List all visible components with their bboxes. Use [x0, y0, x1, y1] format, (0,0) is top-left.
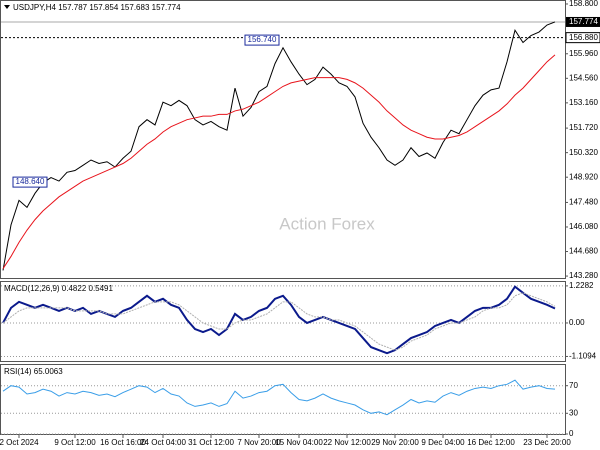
y-tick-label: 146.080: [569, 222, 598, 231]
title-icon: [4, 5, 10, 9]
y-tick-label: 155.960: [569, 49, 598, 58]
panel-title: RSI(14) 65.0063: [4, 367, 63, 376]
macd-panel: [0, 281, 566, 362]
y-tick-label: 151.720: [569, 123, 598, 132]
y-tick-label: 147.480: [569, 198, 598, 207]
series-line: [2, 21, 556, 271]
y-tick-label: 70: [569, 381, 578, 390]
annotation-label: 148.640: [16, 177, 45, 186]
x-tick-label: 22 Nov 12:00: [323, 438, 371, 447]
y-tick-label: 0.00: [569, 318, 585, 327]
x-tick-label: 16 Oct 16:00: [100, 438, 146, 447]
current-price-label: 157.774: [569, 17, 598, 26]
x-tick-label: 29 Nov 20:00: [371, 438, 419, 447]
level-label: 156.880: [569, 33, 598, 42]
series-line: [2, 54, 556, 269]
y-tick-label: 144.680: [569, 247, 598, 256]
rsi-panel: [0, 364, 566, 435]
x-tick-label: 2 Oct 2024: [0, 438, 39, 447]
y-tick-label: -1.1094: [569, 352, 597, 361]
x-tick-label: 24 Oct 04:00: [140, 438, 186, 447]
watermark: Action Forex: [279, 214, 375, 233]
y-tick-label: 154.560: [569, 73, 598, 82]
y-tick-label: 148.920: [569, 172, 598, 181]
series-line: [2, 292, 556, 351]
x-tick-label: 23 Dec 20:00: [523, 438, 571, 447]
current-price-box: [566, 16, 600, 27]
y-tick-label: 150.320: [569, 148, 598, 157]
annotation-box: [244, 34, 280, 46]
y-tick-label: 0: [569, 429, 574, 438]
panel-title: MACD(12,26,9) 0.4822 0.5491: [4, 284, 114, 293]
price-panel: [0, 0, 566, 279]
x-tick-label: 16 Dec 12:00: [467, 438, 515, 447]
x-tick-label: 9 Dec 04:00: [421, 438, 465, 447]
y-tick-label: 153.160: [569, 98, 598, 107]
y-tick-label: 1.2282: [569, 281, 594, 290]
series-line: [2, 379, 556, 416]
level-box: [565, 32, 600, 44]
x-tick-label: 15 Nov 04:00: [275, 438, 323, 447]
x-tick-label: 9 Oct 12:00: [54, 438, 96, 447]
annotation-box: [12, 176, 48, 188]
y-tick-label: 158.800: [569, 0, 598, 8]
series-line: [2, 285, 556, 355]
y-tick-label: 143.280: [569, 271, 598, 280]
y-tick-label: 30: [569, 408, 578, 417]
x-tick-label: 7 Nov 20:00: [237, 438, 281, 447]
panel-title: USDJPY,H4 157.787 157.854 157.683 157.77…: [13, 3, 181, 12]
annotation-label: 156.740: [248, 35, 277, 44]
x-tick-label: 31 Oct 12:00: [188, 438, 234, 447]
